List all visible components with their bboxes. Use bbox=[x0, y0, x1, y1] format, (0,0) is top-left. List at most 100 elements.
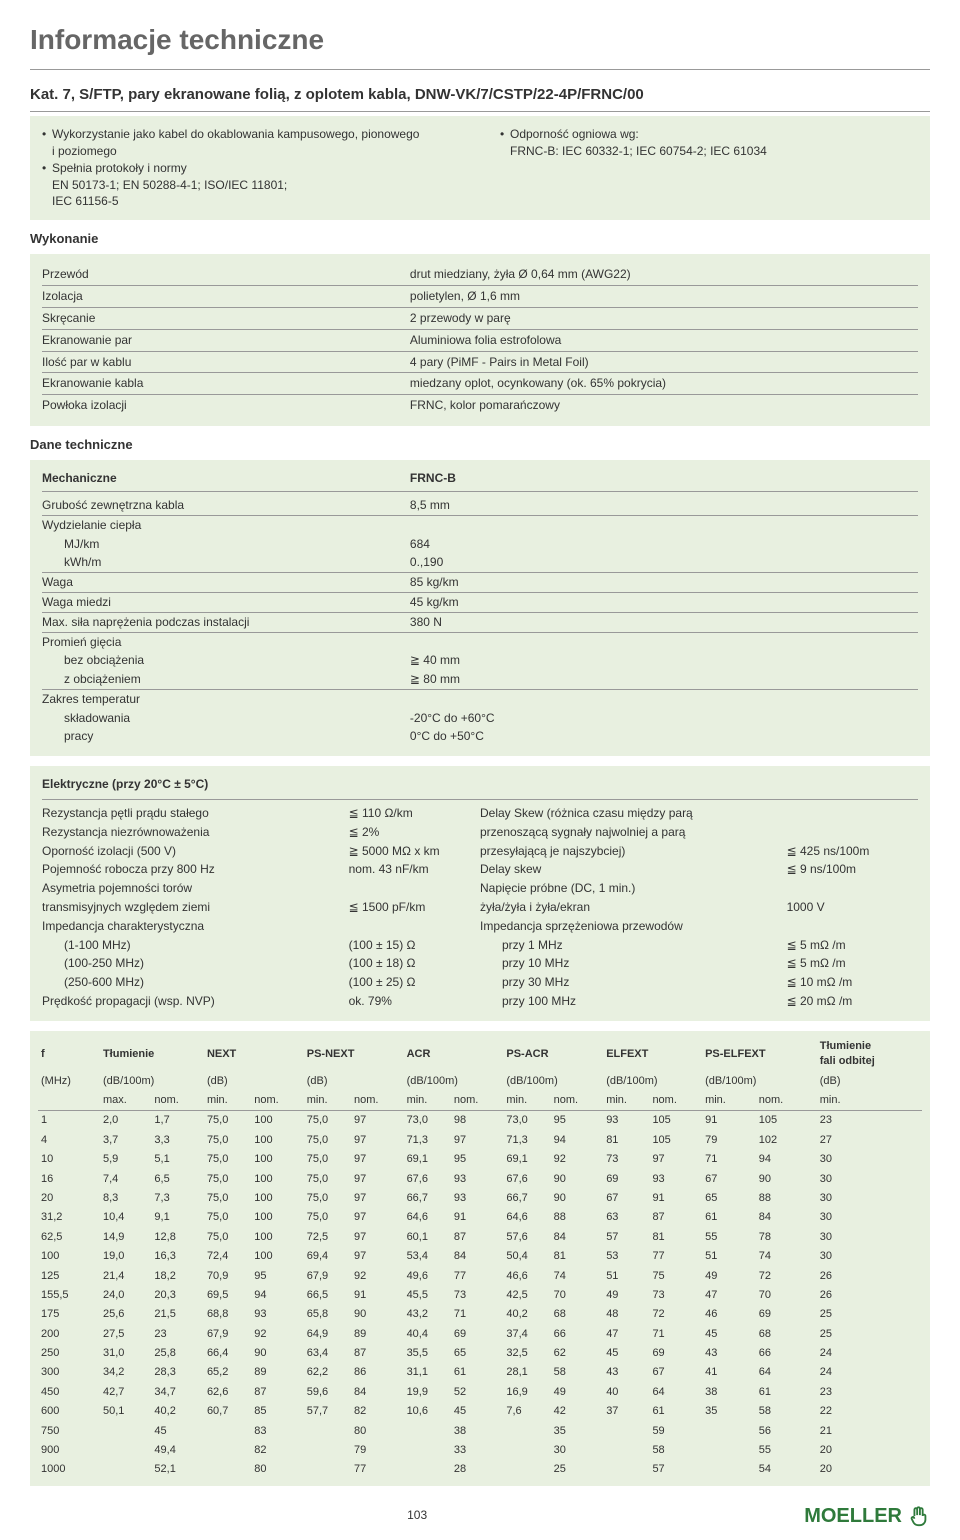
kv-key: Powłoka izolacji bbox=[42, 397, 410, 414]
td: 58 bbox=[649, 1441, 702, 1460]
bullet-item: Wykorzystanie jako kabel do okablowania … bbox=[42, 126, 460, 160]
td: 90 bbox=[551, 1170, 604, 1189]
td: 100 bbox=[251, 1111, 304, 1131]
td: 74 bbox=[551, 1267, 604, 1286]
td: 21 bbox=[817, 1422, 922, 1441]
th-sub: min. bbox=[503, 1091, 550, 1111]
mech-col-header: FRNC-B bbox=[410, 470, 918, 487]
elec-val bbox=[787, 824, 918, 841]
elec-val: (100 ± 18) Ω bbox=[349, 955, 480, 972]
td: 45 bbox=[451, 1402, 504, 1421]
table-row: 105,95,175,010075,09769,19569,1927397719… bbox=[38, 1150, 922, 1169]
td: 7,3 bbox=[151, 1189, 204, 1208]
td: 100 bbox=[251, 1208, 304, 1227]
td: 5,9 bbox=[100, 1150, 151, 1169]
bullet-item: Odporność ogniowa wg:FRNC-B: IEC 60332-1… bbox=[500, 126, 918, 160]
td: 75,0 bbox=[304, 1131, 351, 1150]
kv-key: Promień gięcia bbox=[42, 634, 410, 651]
td: 45 bbox=[151, 1422, 204, 1441]
kv-key: Wydzielanie ciepła bbox=[42, 517, 410, 534]
td: 78 bbox=[756, 1228, 817, 1247]
elec-row: (1-100 MHz)(100 ± 15) Ωprzy 1 MHz≦ 5 mΩ … bbox=[42, 936, 918, 955]
td: 67 bbox=[702, 1170, 756, 1189]
th-sub bbox=[38, 1091, 100, 1111]
elec-row: Asymetria pojemności torówNapięcie próbn… bbox=[42, 879, 918, 898]
kv-key: Przewód bbox=[42, 266, 410, 283]
td: 75,0 bbox=[204, 1131, 251, 1150]
td: 16 bbox=[38, 1170, 100, 1189]
td: 28,3 bbox=[151, 1363, 204, 1382]
kv-key: Grubość zewnętrzna kabla bbox=[42, 497, 410, 514]
td: 21,4 bbox=[100, 1267, 151, 1286]
elec-val bbox=[787, 805, 918, 822]
td: 66,5 bbox=[304, 1286, 351, 1305]
th-unit: (dB/100m) bbox=[100, 1072, 204, 1091]
td: 75,0 bbox=[304, 1170, 351, 1189]
td: 75,0 bbox=[204, 1150, 251, 1169]
td: 69,1 bbox=[503, 1150, 550, 1169]
td: 16,3 bbox=[151, 1247, 204, 1266]
td: 28 bbox=[451, 1460, 504, 1479]
kv-row: składowania-20°C do +60°C bbox=[42, 709, 918, 728]
th-unit: (dB) bbox=[817, 1072, 922, 1091]
td: 105 bbox=[649, 1131, 702, 1150]
elec-key: przenoszącą sygnały najwolniej a parą bbox=[480, 824, 787, 841]
td: 90 bbox=[756, 1170, 817, 1189]
td: 71,3 bbox=[503, 1131, 550, 1150]
td: 600 bbox=[38, 1402, 100, 1421]
th-sub: nom. bbox=[151, 1091, 204, 1111]
td: 22 bbox=[817, 1402, 922, 1421]
table-row: 17525,621,568,89365,89043,27140,26848724… bbox=[38, 1305, 922, 1324]
td: 5,1 bbox=[151, 1150, 204, 1169]
kv-row: pracy0°C do +50°C bbox=[42, 727, 918, 746]
td: 51 bbox=[603, 1267, 649, 1286]
kv-val: 45 kg/km bbox=[410, 594, 918, 611]
td: 6,5 bbox=[151, 1170, 204, 1189]
td bbox=[702, 1441, 756, 1460]
td: 26 bbox=[817, 1267, 922, 1286]
td: 71 bbox=[649, 1325, 702, 1344]
td: 62 bbox=[551, 1344, 604, 1363]
td: 97 bbox=[351, 1189, 404, 1208]
td bbox=[204, 1441, 251, 1460]
td: 93 bbox=[603, 1111, 649, 1131]
td: 73 bbox=[603, 1150, 649, 1169]
td bbox=[304, 1441, 351, 1460]
td: 81 bbox=[603, 1131, 649, 1150]
kv-val: FRNC, kolor pomarańczowy bbox=[410, 397, 918, 414]
td: 97 bbox=[351, 1208, 404, 1227]
td: 73 bbox=[649, 1286, 702, 1305]
td: 23 bbox=[817, 1111, 922, 1131]
td: 67,6 bbox=[503, 1170, 550, 1189]
td: 1 bbox=[38, 1111, 100, 1131]
td: 97 bbox=[351, 1131, 404, 1150]
td: 40,2 bbox=[151, 1402, 204, 1421]
td: 75,0 bbox=[204, 1170, 251, 1189]
td: 71 bbox=[702, 1150, 756, 1169]
td: 83 bbox=[251, 1422, 304, 1441]
td: 65,8 bbox=[304, 1305, 351, 1324]
td: 24 bbox=[817, 1363, 922, 1382]
td: 20,3 bbox=[151, 1286, 204, 1305]
elec-key: (100-250 MHz) bbox=[42, 955, 349, 972]
td: 105 bbox=[756, 1111, 817, 1131]
td: 84 bbox=[351, 1383, 404, 1402]
td: 72,5 bbox=[304, 1228, 351, 1247]
kv-key: Max. siła naprężenia podczas instalacji bbox=[42, 614, 410, 631]
th-unit: (dB/100m) bbox=[503, 1072, 603, 1091]
kv-row: Ekranowanie parAluminiowa folia estrofol… bbox=[42, 329, 918, 351]
td: 82 bbox=[251, 1441, 304, 1460]
td: 42,7 bbox=[100, 1383, 151, 1402]
td: 75,0 bbox=[304, 1208, 351, 1227]
elec-row: Impedancja charakterystycznaImpedancja s… bbox=[42, 917, 918, 936]
td: 64 bbox=[756, 1363, 817, 1382]
td: 53 bbox=[603, 1247, 649, 1266]
th-sub: nom. bbox=[649, 1091, 702, 1111]
th: ACR bbox=[404, 1037, 504, 1072]
rule bbox=[30, 69, 930, 70]
td: 64 bbox=[649, 1383, 702, 1402]
td: 3,3 bbox=[151, 1131, 204, 1150]
elec-row: (250-600 MHz)(100 ± 25) Ωprzy 30 MHz≦ 10… bbox=[42, 973, 918, 992]
elec-val: ok. 79% bbox=[349, 993, 480, 1010]
td: 75,0 bbox=[304, 1150, 351, 1169]
